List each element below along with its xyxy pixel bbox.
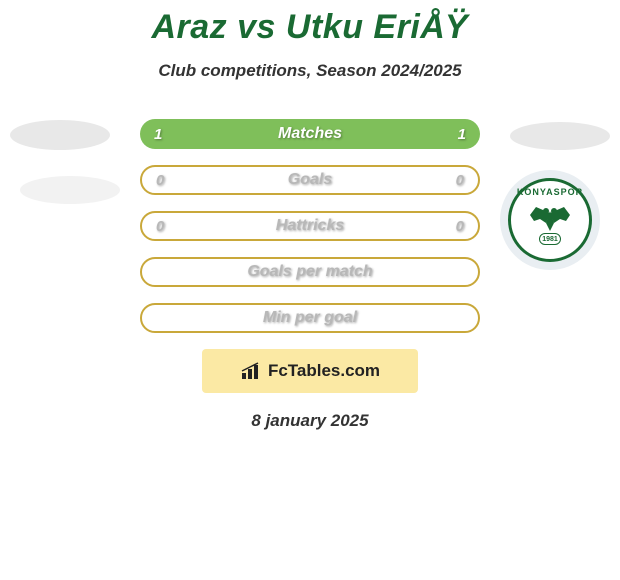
stat-right-value: 0 (456, 218, 464, 235)
stat-label: Matches (278, 125, 342, 143)
stat-left-value: 0 (156, 172, 164, 189)
attribution-text: FcTables.com (268, 361, 380, 381)
subtitle: Club competitions, Season 2024/2025 (0, 61, 620, 81)
title-vs: vs (237, 8, 276, 46)
stat-label: Goals (288, 171, 332, 189)
title-player-left: Araz (151, 8, 227, 46)
attribution-banner[interactable]: FcTables.com (202, 349, 418, 393)
stat-row-matches: 1 Matches 1 (140, 119, 480, 149)
stat-label: Hattricks (276, 217, 344, 235)
date-label: 8 january 2025 (0, 411, 620, 431)
comparison-card: Araz vs Utku EriÅŸ Club competitions, Se… (0, 0, 620, 431)
stat-row-goals: 0 Goals 0 (140, 165, 480, 195)
stat-left-value: 0 (156, 218, 164, 235)
bar-chart-icon (240, 361, 264, 381)
stat-label: Min per goal (263, 309, 357, 327)
stat-row-hattricks: 0 Hattricks 0 (140, 211, 480, 241)
stat-right-value: 0 (456, 172, 464, 189)
title-player-right: Utku EriÅŸ (286, 8, 469, 46)
page-title: Araz vs Utku EriÅŸ (0, 0, 620, 47)
stat-row-goals-per-match: Goals per match (140, 257, 480, 287)
stat-left-value: 1 (154, 126, 162, 143)
stat-label: Goals per match (247, 263, 372, 281)
stat-row-min-per-goal: Min per goal (140, 303, 480, 333)
stats-area: 1 Matches 1 0 Goals 0 0 Hattricks 0 Goal… (0, 119, 620, 431)
stat-right-value: 1 (458, 126, 466, 143)
